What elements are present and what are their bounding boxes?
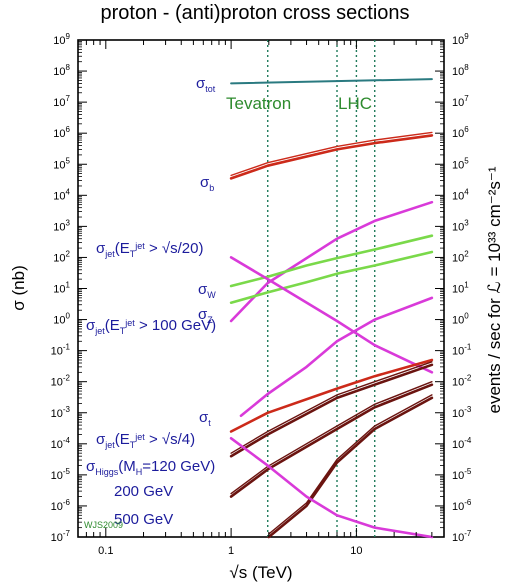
y-tick-label: 101 (53, 281, 70, 296)
curve-jet_low (229, 436, 434, 539)
y-tick-label: 106 (53, 125, 70, 140)
y-tick-label: 103 (53, 218, 70, 233)
y-tick-label-right: 109 (452, 32, 469, 47)
y-tick-label: 109 (53, 32, 70, 47)
y-tick-label: 10-7 (51, 529, 71, 544)
y-tick-label: 10-6 (51, 498, 71, 513)
y-tick-label-right: 106 (452, 125, 469, 140)
x-tick-label: 0.1 (98, 545, 113, 557)
y-tick-label: 10-4 (51, 436, 71, 451)
y-tick-label: 104 (53, 187, 70, 202)
label-z: σZ (198, 306, 213, 325)
curve-t (229, 358, 434, 433)
x-tick-label: 1 (228, 545, 234, 557)
label-jet_s20: σjet(ETjet > √s/20) (96, 240, 203, 259)
label-w: σW (198, 281, 216, 300)
label-jet_100: σjet(ETjet > 100 GeV) (86, 317, 216, 336)
curve-higgs500-alt (268, 394, 433, 535)
y-tick-label: 10-1 (51, 343, 71, 358)
curve-jet_100 (229, 256, 434, 374)
y-tick-label: 105 (53, 156, 70, 171)
y-tick-label-right: 102 (452, 249, 469, 264)
curve-jet_s20 (229, 200, 434, 323)
y-tick-label-right: 103 (452, 218, 469, 233)
curves (229, 78, 434, 539)
curve-b-alt (230, 131, 433, 177)
y-tick-label: 10-2 (51, 374, 71, 389)
tevatron-label: Tevatron (226, 94, 291, 113)
curve-jet_s4 (239, 296, 434, 418)
y-tick-label: 102 (53, 249, 70, 264)
y-tick-label: 108 (53, 63, 70, 78)
label-higgs200: 200 GeV (114, 483, 173, 500)
chart-title: proton - (anti)proton cross sections (100, 2, 409, 24)
y-tick-label-right: 10-1 (452, 343, 472, 358)
lhc-label: LHC (338, 94, 372, 113)
curve-w (229, 234, 434, 288)
y-tick-label-right: 10-4 (452, 436, 472, 451)
y-tick-label-right: 108 (452, 63, 469, 78)
curve-higgs500 (267, 396, 434, 539)
label-higgs: σHiggs(MH=120 GeV) (86, 458, 215, 477)
label-b: σb (200, 174, 214, 193)
label-tot: σtot (196, 75, 216, 94)
curve-higgs (229, 363, 434, 458)
y-tick-label: 10-5 (51, 467, 71, 482)
label-t: σt (199, 409, 211, 428)
label-jet_s4: σjet(ETjet > √s/4) (96, 431, 195, 450)
credit-text: WJS2009 (84, 520, 123, 530)
y-tick-label-right: 10-3 (452, 405, 472, 420)
label-higgs500: 500 GeV (114, 511, 173, 528)
y-tick-label-right: 100 (452, 312, 469, 327)
curve-tot (230, 78, 433, 85)
x-axis-label: √s (TeV) (229, 563, 292, 582)
curve-higgs200 (229, 383, 434, 498)
y-axis-label: σ (nb) (9, 265, 28, 310)
y-tick-label-right: 104 (452, 187, 469, 202)
x-tick-label: 10 (350, 545, 362, 557)
y-tick-label: 107 (53, 94, 70, 109)
y-tick-label-right: 101 (452, 281, 469, 296)
y-tick-label-right: 107 (452, 94, 469, 109)
y-tick-label-right: 10-6 (452, 498, 472, 513)
y-tick-label-right: 10-2 (452, 374, 472, 389)
y-tick-label-right: 10-7 (452, 529, 472, 544)
curve-higgs200-alt (230, 381, 433, 495)
y-tick-label-right: 105 (452, 156, 469, 171)
y-tick-label-right: 10-5 (452, 467, 472, 482)
y-tick-label: 100 (53, 312, 70, 327)
curve-z (229, 250, 434, 305)
curve-higgs-alt (230, 361, 433, 454)
curve-b (229, 134, 434, 180)
y-axis-label-right: events / sec for ℒ = 10³³ cm⁻²s⁻¹ (485, 166, 504, 413)
y-tick-label: 10-3 (51, 405, 71, 420)
